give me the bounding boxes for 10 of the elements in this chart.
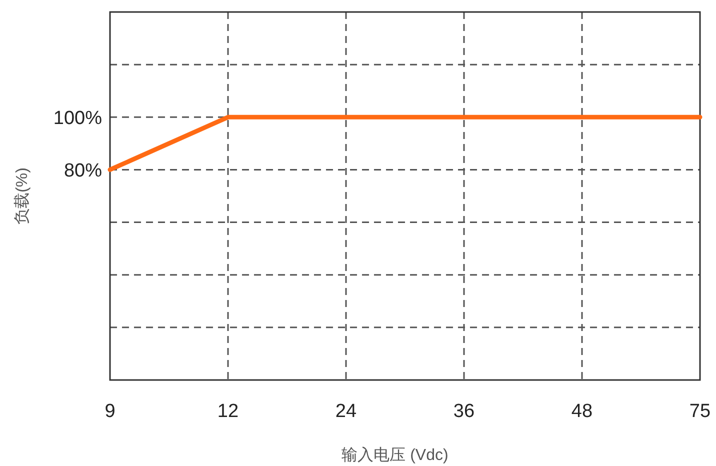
- x-axis-title: 输入电压 (Vdc): [342, 446, 448, 464]
- y-axis-title: 负载(%): [13, 168, 31, 224]
- y-tick-label: 100%: [53, 108, 102, 129]
- x-tick-label: 36: [453, 401, 475, 422]
- x-tick-label: 12: [217, 401, 239, 422]
- x-tick-label: 24: [335, 401, 357, 422]
- x-tick-label: 9: [104, 401, 116, 422]
- y-tick-label: 80%: [64, 160, 102, 182]
- x-tick-label: 75: [689, 401, 711, 422]
- x-tick-label: 48: [571, 401, 593, 422]
